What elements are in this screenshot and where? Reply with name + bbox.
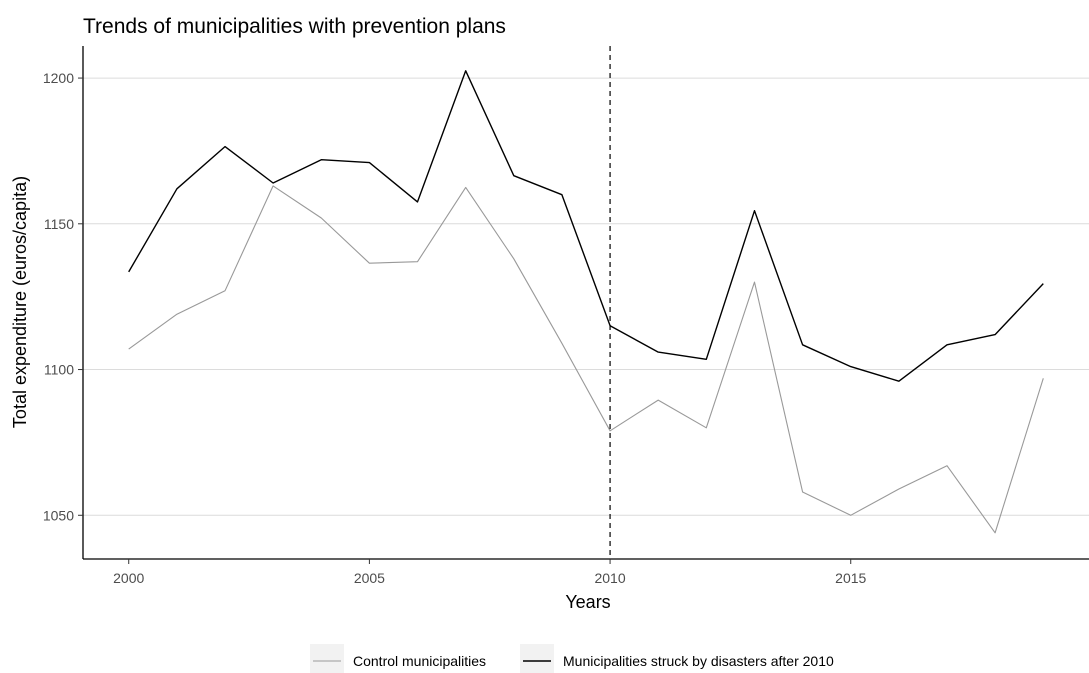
- x-tick-label-2000: 2000: [113, 570, 144, 586]
- series-line-2: [128, 70, 1044, 382]
- axes: [82, 46, 1089, 560]
- y-tick-label-1050: 1050: [43, 507, 74, 523]
- y-tick-label-1150: 1150: [44, 216, 74, 232]
- chart-title: Trends of municipalities with prevention…: [83, 15, 506, 38]
- legend-key-bg-1: [310, 644, 344, 673]
- series-layer: [128, 70, 1044, 534]
- x-axis-title: Years: [565, 592, 610, 612]
- legend-label-1: Control municipalities: [353, 653, 486, 669]
- x-tick-label-2005: 2005: [354, 570, 385, 586]
- grid-lines: [83, 77, 1089, 516]
- legend-label-2: Municipalities struck by disasters after…: [563, 653, 834, 669]
- x-tick-label-2010: 2010: [594, 570, 625, 586]
- y-tick-label-1200: 1200: [43, 70, 74, 86]
- tick-layer: 2000 2005 2010 2015 1050 1100 1150 1200: [43, 70, 867, 586]
- legend: Control municipalities Municipalities str…: [310, 644, 834, 673]
- legend-key-bg-2: [520, 644, 554, 673]
- series-line-1: [128, 185, 1044, 534]
- y-tick-label-1100: 1100: [44, 362, 74, 378]
- x-tick-label-2015: 2015: [835, 570, 866, 586]
- y-axis-title: Total expenditure (euros/capita): [10, 176, 30, 428]
